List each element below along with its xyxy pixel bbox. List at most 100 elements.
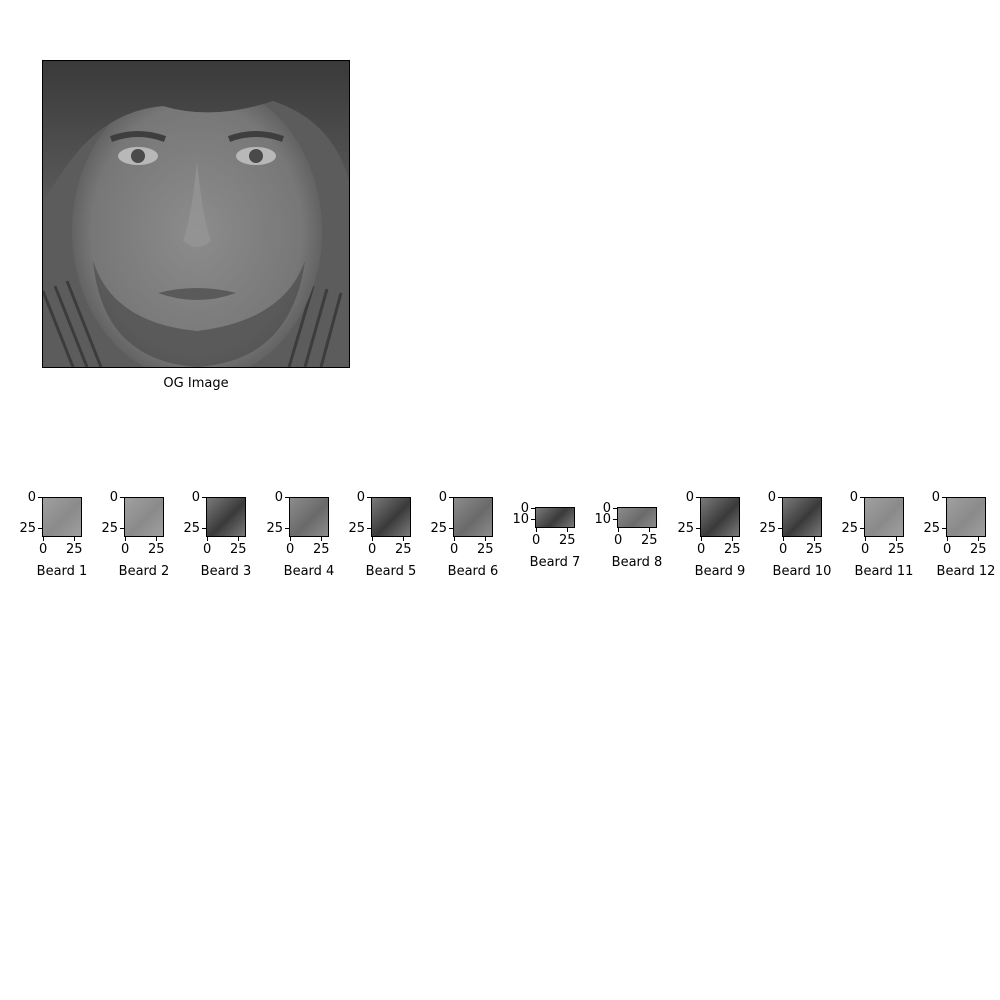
y-tick-label: 0	[931, 490, 940, 505]
beard-thumbnail	[617, 507, 657, 528]
y-tick-label: 10	[594, 512, 611, 527]
y-tick-mark	[202, 497, 206, 498]
beard-thumbnail-caption: Beard 6	[447, 564, 499, 579]
x-tick-label: 25	[806, 542, 823, 557]
y-tick-label: 25	[430, 521, 447, 536]
beard-thumbnail-caption: Beard 8	[611, 555, 663, 570]
y-tick-label: 0	[109, 490, 118, 505]
y-tick-mark	[38, 528, 42, 529]
beard-thumbnail-caption: Beard 11	[854, 564, 914, 579]
x-tick-label: 0	[39, 542, 48, 557]
y-tick-label: 0	[602, 501, 611, 516]
beard-thumbnail-caption: Beard 9	[694, 564, 746, 579]
beard-thumbnail	[289, 497, 329, 537]
x-tick-mark	[701, 537, 702, 541]
y-tick-label: 0	[27, 490, 36, 505]
x-tick-mark	[865, 537, 866, 541]
beard-thumbnail-caption: Beard 2	[118, 564, 170, 579]
y-tick-mark	[367, 497, 371, 498]
x-tick-mark	[74, 537, 75, 541]
y-tick-label: 0	[356, 490, 365, 505]
x-tick-label: 0	[779, 542, 788, 557]
x-tick-label: 25	[724, 542, 741, 557]
x-tick-mark	[783, 537, 784, 541]
x-tick-label: 0	[450, 542, 459, 557]
face-photo	[43, 61, 349, 367]
y-tick-mark	[860, 497, 864, 498]
x-tick-label: 25	[559, 533, 576, 548]
beard-thumbnail	[206, 497, 246, 537]
x-tick-label: 0	[614, 533, 623, 548]
y-tick-mark	[696, 497, 700, 498]
x-tick-label: 0	[697, 542, 706, 557]
beard-thumbnail	[42, 497, 82, 537]
y-tick-label: 25	[759, 521, 776, 536]
x-tick-mark	[649, 528, 650, 532]
beard-thumbnail-caption: Beard 3	[200, 564, 252, 579]
y-tick-label: 10	[512, 512, 529, 527]
y-tick-mark	[367, 528, 371, 529]
x-tick-label: 25	[313, 542, 330, 557]
y-tick-mark	[202, 528, 206, 529]
beard-thumbnail	[371, 497, 411, 537]
y-tick-label: 0	[767, 490, 776, 505]
beard-thumbnail-caption: Beard 1	[36, 564, 88, 579]
x-tick-label: 25	[230, 542, 247, 557]
y-tick-mark	[613, 508, 617, 509]
x-tick-label: 0	[368, 542, 377, 557]
x-tick-label: 0	[532, 533, 541, 548]
x-tick-label: 25	[66, 542, 83, 557]
beard-thumbnail	[453, 497, 493, 537]
y-tick-mark	[778, 528, 782, 529]
y-tick-mark	[531, 508, 535, 509]
y-tick-label: 25	[677, 521, 694, 536]
y-tick-mark	[613, 519, 617, 520]
x-tick-mark	[978, 537, 979, 541]
y-tick-label: 25	[19, 521, 36, 536]
x-tick-mark	[454, 537, 455, 541]
beard-thumbnail-caption: Beard 7	[529, 555, 581, 570]
x-tick-label: 0	[121, 542, 130, 557]
x-tick-mark	[290, 537, 291, 541]
x-tick-mark	[238, 537, 239, 541]
beard-thumbnail	[782, 497, 822, 537]
x-tick-label: 25	[395, 542, 412, 557]
x-tick-label: 0	[943, 542, 952, 557]
x-tick-mark	[156, 537, 157, 541]
y-tick-label: 0	[274, 490, 283, 505]
y-tick-mark	[942, 497, 946, 498]
og-image-caption: OG Image	[163, 376, 229, 391]
x-tick-mark	[125, 537, 126, 541]
og-image	[42, 60, 350, 368]
y-tick-mark	[285, 528, 289, 529]
x-tick-label: 25	[970, 542, 987, 557]
beard-thumbnail	[700, 497, 740, 537]
y-tick-mark	[120, 497, 124, 498]
x-tick-label: 0	[861, 542, 870, 557]
x-tick-mark	[814, 537, 815, 541]
beard-thumbnail-caption: Beard 4	[283, 564, 335, 579]
x-tick-mark	[372, 537, 373, 541]
x-tick-mark	[732, 537, 733, 541]
beard-thumbnail-caption: Beard 5	[365, 564, 417, 579]
y-tick-label: 25	[266, 521, 283, 536]
y-tick-label: 0	[520, 501, 529, 516]
x-tick-mark	[567, 528, 568, 532]
x-tick-mark	[896, 537, 897, 541]
x-tick-label: 25	[641, 533, 658, 548]
x-tick-mark	[207, 537, 208, 541]
y-tick-label: 0	[849, 490, 858, 505]
x-tick-label: 25	[477, 542, 494, 557]
x-tick-mark	[947, 537, 948, 541]
y-tick-mark	[778, 497, 782, 498]
x-tick-mark	[403, 537, 404, 541]
y-tick-mark	[696, 528, 700, 529]
beard-thumbnail	[946, 497, 986, 537]
x-tick-mark	[43, 537, 44, 541]
beard-thumbnail-caption: Beard 12	[936, 564, 996, 579]
y-tick-label: 25	[183, 521, 200, 536]
x-tick-label: 25	[148, 542, 165, 557]
x-tick-mark	[321, 537, 322, 541]
x-tick-label: 0	[203, 542, 212, 557]
y-tick-label: 0	[438, 490, 447, 505]
